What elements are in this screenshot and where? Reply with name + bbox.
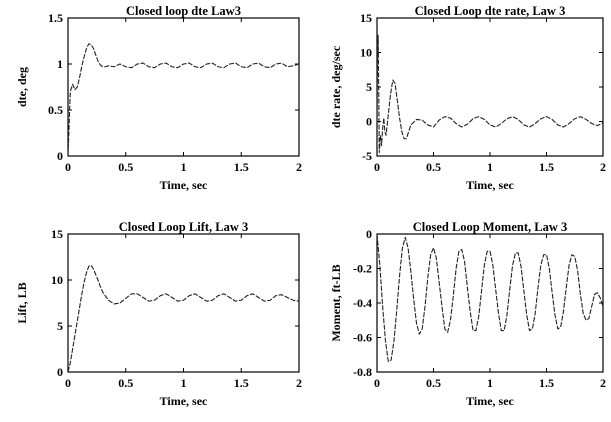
- y-tick-label: 10: [51, 273, 63, 287]
- x-tick-label: 1: [487, 160, 493, 174]
- series-line: [67, 264, 300, 373]
- chart-title: Closed loop dte Law3: [126, 4, 241, 18]
- x-tick-label: 1.5: [234, 160, 249, 174]
- y-tick-label: -0.2: [353, 262, 372, 276]
- x-tick-label: 0.5: [118, 160, 133, 174]
- chart-title: Closed Loop dte rate, Law 3: [415, 4, 566, 18]
- y-axis-label: dte, deg: [15, 67, 29, 107]
- x-tick-label: 0.5: [118, 376, 133, 390]
- y-tick-label: 10: [360, 46, 372, 60]
- y-tick-label: 0.5: [48, 103, 63, 117]
- series-line: [376, 34, 604, 154]
- x-axis-label: Time, sec: [160, 178, 208, 192]
- y-axis-label: Moment, ft-LB: [329, 264, 343, 341]
- x-tick-label: 0: [374, 160, 380, 174]
- x-tick-label: 0.5: [426, 160, 441, 174]
- x-tick-label: 0: [65, 160, 71, 174]
- y-tick-label: 5: [57, 319, 63, 333]
- plot-frame: [376, 17, 604, 157]
- series-line: [376, 233, 604, 363]
- y-tick-label: 0: [57, 365, 63, 379]
- y-tick-label: 1: [57, 57, 63, 71]
- x-tick-label: 1: [181, 160, 187, 174]
- y-tick-label: -0.6: [353, 331, 372, 345]
- x-tick-label: 1: [487, 376, 493, 390]
- chart-title: Closed Loop Lift, Law 3: [119, 220, 249, 234]
- x-tick-label: 2: [600, 376, 606, 390]
- chart-3: 0 0.5 1 1.5 2 0 5 10 15 Closed Loop Lift, Law 3 Ti…: [15, 220, 302, 408]
- chart-title: Closed Loop Moment, Law 3: [413, 220, 568, 234]
- x-tick-label: 1.5: [539, 160, 554, 174]
- y-tick-label: 15: [360, 11, 372, 25]
- x-tick-label: 2: [296, 376, 302, 390]
- y-tick-label: 5: [366, 80, 372, 94]
- x-tick-label: 0: [65, 376, 71, 390]
- x-tick-label: 0.5: [426, 376, 441, 390]
- x-tick-label: 1: [181, 376, 187, 390]
- x-tick-label: 1.5: [539, 376, 554, 390]
- x-tick-label: 2: [296, 160, 302, 174]
- y-axis-label: Lift, LB: [15, 282, 29, 323]
- x-tick-label: 1.5: [234, 376, 249, 390]
- y-tick-label: 15: [51, 227, 63, 241]
- y-tick-label: -0.8: [353, 365, 372, 379]
- plot-frame: [67, 233, 300, 373]
- y-tick-label: -5: [362, 149, 372, 163]
- series-line: [67, 43, 300, 157]
- y-tick-label: 1.5: [48, 11, 63, 25]
- y-tick-label: 0: [57, 149, 63, 163]
- x-axis-label: Time, sec: [466, 394, 514, 408]
- chart-1: 0 0.5 1 1.5 2 0 0.5 1 1.5 Closed loop dte Law3 Tim…: [15, 4, 302, 192]
- y-tick-label: 0: [366, 115, 372, 129]
- x-tick-label: 2: [600, 160, 606, 174]
- plot-frame: [67, 17, 300, 157]
- x-axis-label: Time, sec: [160, 394, 208, 408]
- y-tick-label: -0.4: [353, 296, 372, 310]
- chart-4: 0 0.5 1 1.5 2 -0.8 -0.6 -0.4 -0.2 0 Closed Loop Mo…: [329, 220, 606, 408]
- y-axis-label: dte rate, deg/sec: [329, 45, 343, 128]
- x-tick-label: 0: [374, 376, 380, 390]
- x-axis-label: Time, sec: [466, 178, 514, 192]
- plot-frame: [376, 233, 604, 373]
- y-tick-label: 0: [366, 227, 372, 241]
